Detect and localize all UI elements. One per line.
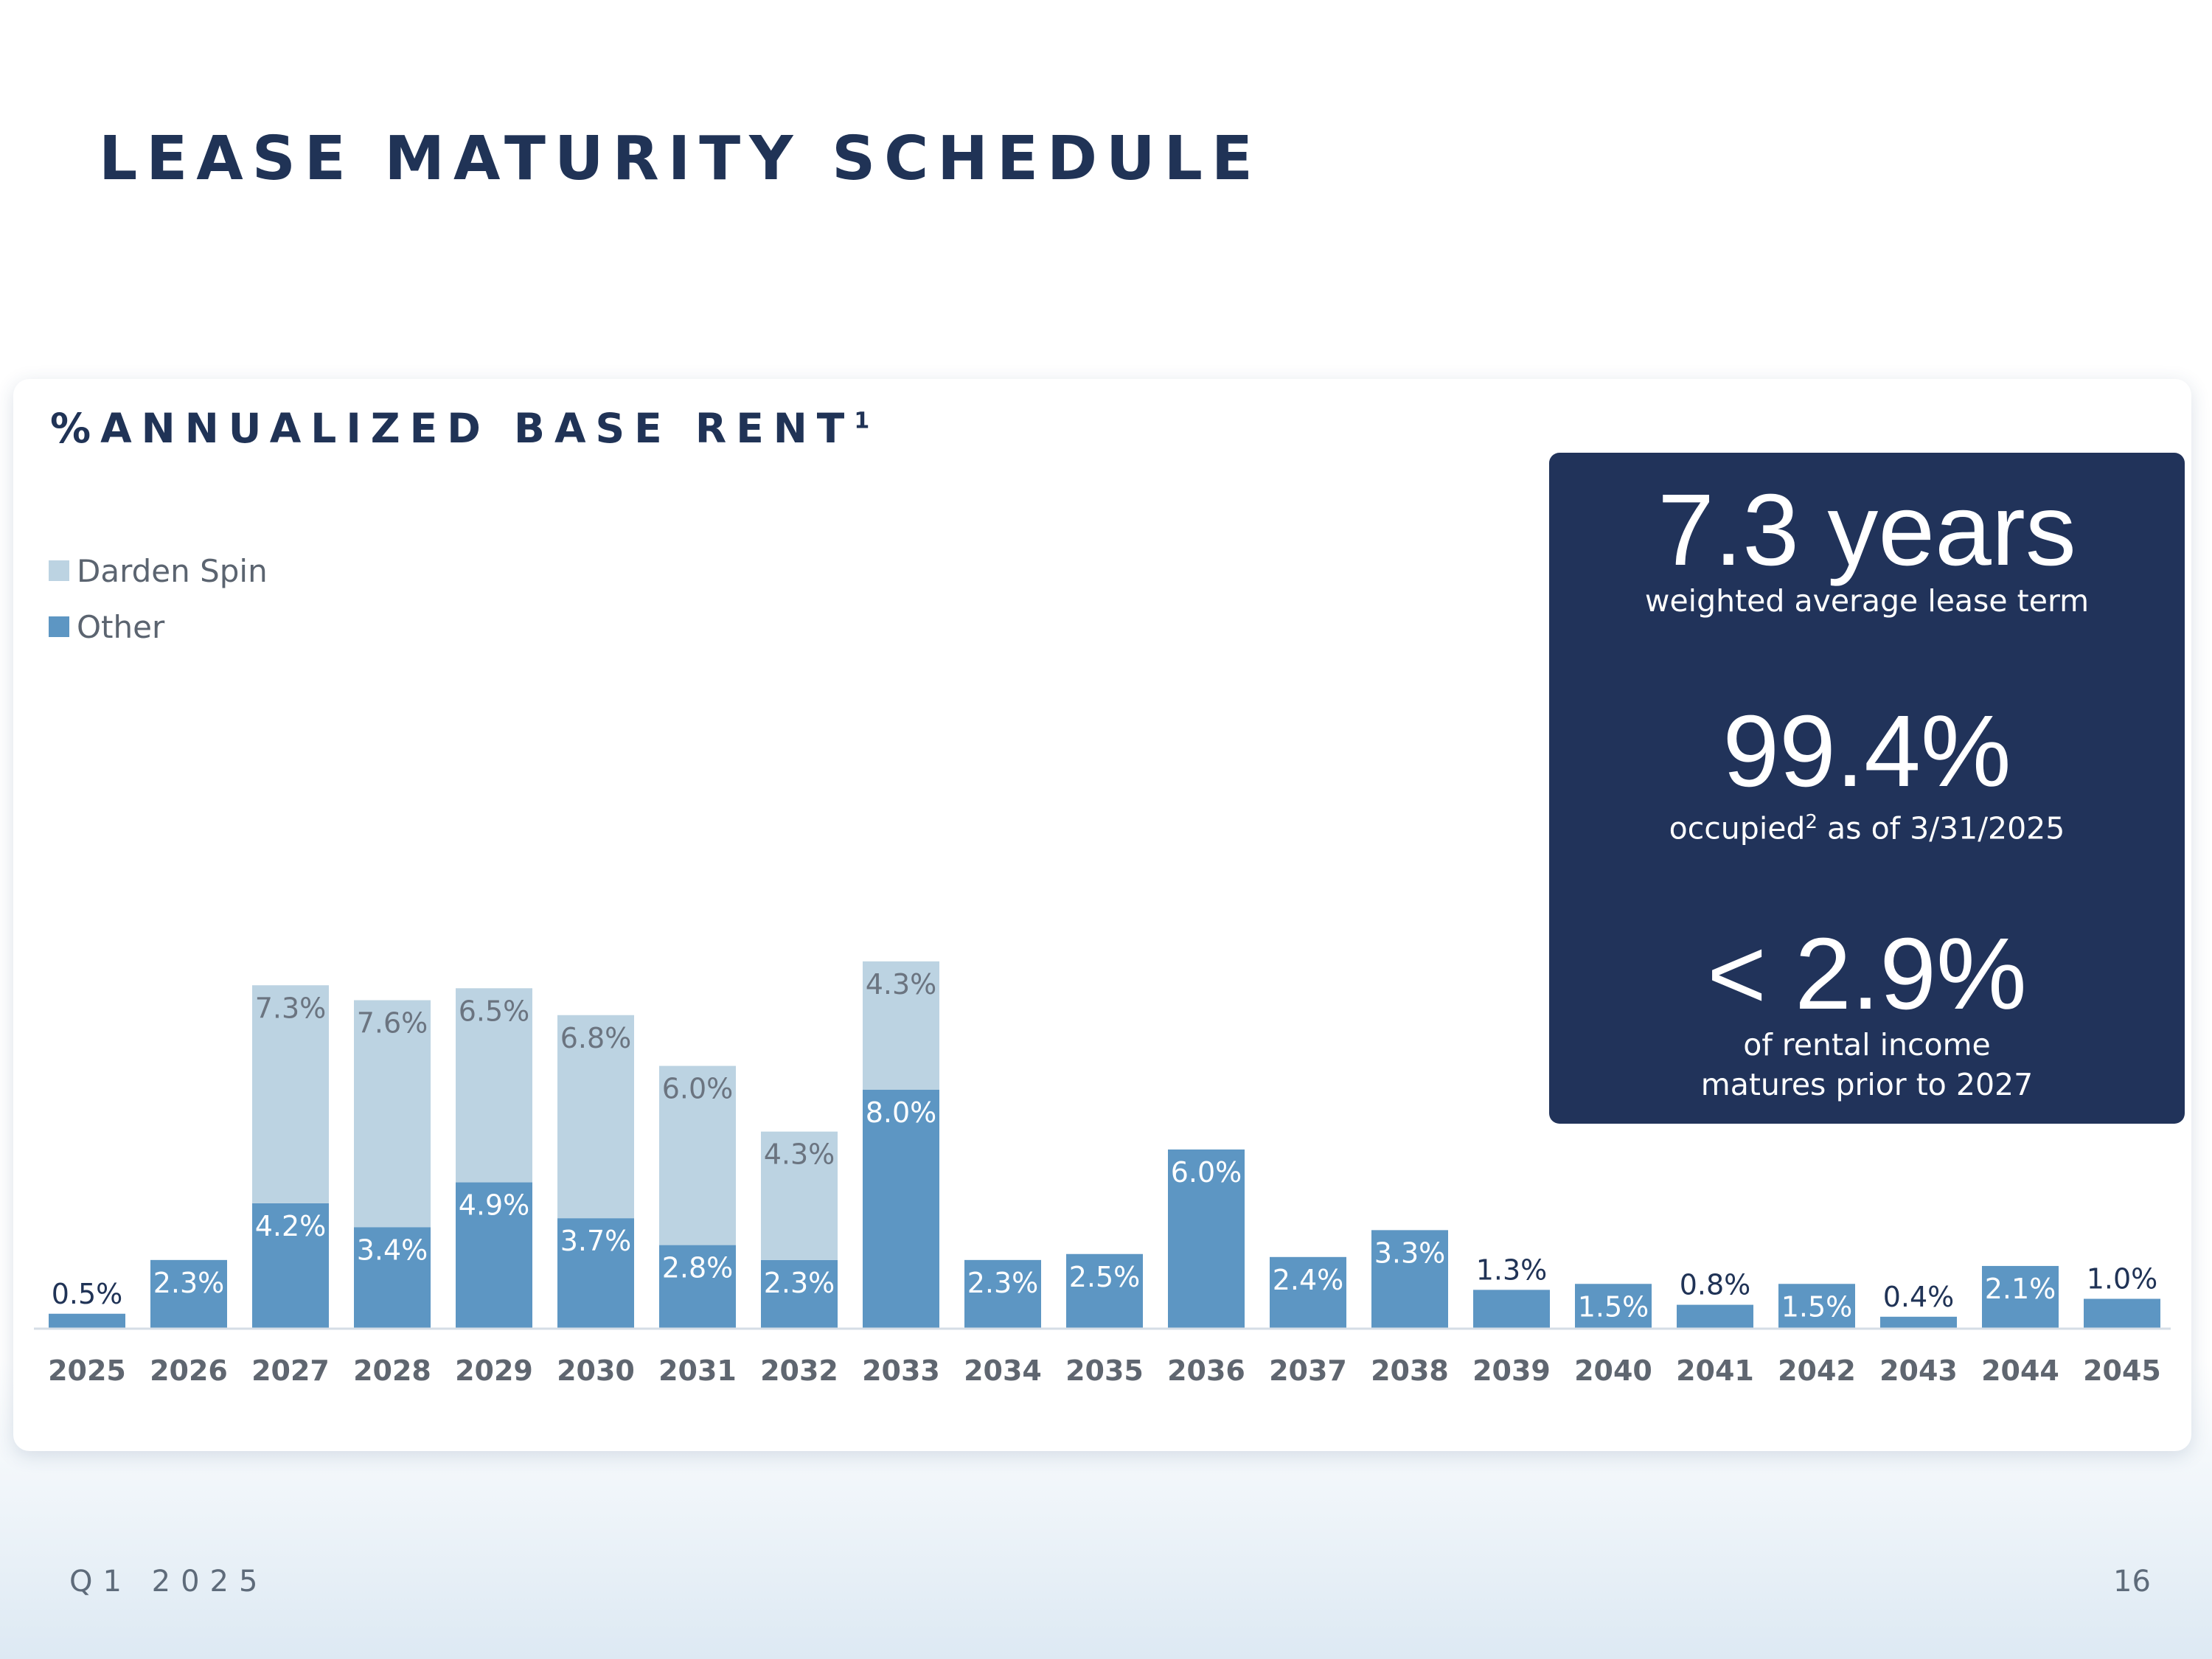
legend-swatch-other — [49, 616, 69, 637]
bar-other-2044 — [1982, 1265, 2059, 1329]
bar-other-2028 — [354, 1227, 431, 1329]
x-tick-label-2045: 2045 — [2083, 1354, 2161, 1387]
data-label-other-2031: 2.8% — [662, 1252, 734, 1284]
x-tick-label-2038: 2038 — [1371, 1354, 1449, 1387]
bar-other-2026 — [150, 1259, 227, 1329]
occupancy-label: occupied2 as of 3/31/2025 — [1669, 810, 2065, 846]
bar-other-2043 — [1880, 1316, 1957, 1329]
footnote-marker: 2 — [1805, 811, 1818, 833]
x-tick-label-2027: 2027 — [251, 1354, 330, 1387]
x-tick-label-2025: 2025 — [48, 1354, 126, 1387]
key-stats-panel: 7.3 years weighted average lease term 99… — [1549, 453, 2185, 1124]
x-tick-label-2044: 2044 — [1981, 1354, 2059, 1387]
data-label-other-2040: 1.5% — [1578, 1290, 1649, 1323]
bar-darden-spin-2030 — [557, 1015, 634, 1219]
x-tick-label-2030: 2030 — [557, 1354, 635, 1387]
data-label-other-2043: 0.4% — [1883, 1281, 1955, 1313]
data-label-other-2030: 3.7% — [560, 1225, 632, 1257]
x-tick-label-2032: 2032 — [760, 1354, 838, 1387]
legend-item-darden-spin: Darden Spin — [49, 543, 268, 599]
x-tick-label-2033: 2033 — [862, 1354, 940, 1387]
bar-other-2036 — [1168, 1150, 1245, 1329]
maturity-label-line2: matures prior to 2027 — [1700, 1067, 2034, 1102]
x-tick-label-2037: 2037 — [1269, 1354, 1347, 1387]
data-label-other-2028: 3.4% — [357, 1234, 428, 1266]
bar-other-2031 — [659, 1245, 736, 1329]
data-label-other-2044: 2.1% — [1985, 1273, 2056, 1305]
x-tick-label-2036: 2036 — [1167, 1354, 1245, 1387]
legend-label-darden-spin: Darden Spin — [77, 552, 268, 589]
bar-other-2027 — [252, 1203, 329, 1329]
data-label-other-2039: 1.3% — [1476, 1253, 1548, 1286]
bar-other-2038 — [1371, 1230, 1448, 1329]
page-title: LEASE MATURITY SCHEDULE — [99, 124, 1262, 194]
bar-darden-spin-2031 — [659, 1065, 736, 1245]
data-label-darden-spin-2032: 4.3% — [764, 1138, 835, 1171]
bar-other-2039 — [1473, 1290, 1550, 1329]
bar-darden-spin-2027 — [252, 985, 329, 1203]
chart-card-title: %ANNUALIZED BASE RENT1 — [50, 405, 870, 452]
x-tick-label-2034: 2034 — [964, 1354, 1042, 1387]
data-label-other-2038: 3.3% — [1374, 1237, 1446, 1269]
data-label-other-2026: 2.3% — [153, 1267, 225, 1299]
data-label-other-2029: 4.9% — [459, 1189, 530, 1222]
bar-darden-spin-2029 — [456, 988, 532, 1183]
bar-darden-spin-2033 — [863, 961, 939, 1090]
data-label-other-2033: 8.0% — [866, 1096, 937, 1129]
maturity-label-line1: of rental income — [1743, 1027, 1991, 1062]
data-label-other-2041: 0.8% — [1680, 1269, 1751, 1301]
legend-swatch-darden-spin — [49, 560, 69, 581]
data-label-darden-spin-2029: 6.5% — [459, 995, 530, 1027]
wale-value: 7.3 years — [1658, 473, 2076, 587]
x-tick-label-2031: 2031 — [658, 1354, 737, 1387]
occupancy-value: 99.4% — [1722, 695, 2011, 808]
data-label-other-2025: 0.5% — [52, 1278, 123, 1310]
x-tick-label-2035: 2035 — [1065, 1354, 1144, 1387]
data-label-other-2035: 2.5% — [1069, 1261, 1141, 1293]
bar-darden-spin-2028 — [354, 1000, 431, 1228]
data-label-other-2034: 2.3% — [967, 1267, 1039, 1299]
bar-other-2034 — [964, 1259, 1041, 1329]
chart-legend: Darden Spin Other — [49, 543, 268, 655]
data-label-other-2036: 6.0% — [1171, 1156, 1242, 1189]
x-tick-label-2042: 2042 — [1778, 1354, 1856, 1387]
legend-label-other: Other — [77, 608, 165, 645]
bar-darden-spin-2032 — [761, 1131, 838, 1260]
bar-other-2030 — [557, 1218, 634, 1329]
bar-other-2025 — [49, 1313, 125, 1329]
bar-other-2029 — [456, 1182, 532, 1329]
bar-other-2032 — [761, 1259, 838, 1329]
data-label-darden-spin-2027: 7.3% — [255, 992, 327, 1024]
footer-period: Q1 2025 — [69, 1565, 268, 1599]
bar-other-2041 — [1677, 1304, 1753, 1329]
data-label-darden-spin-2033: 4.3% — [866, 968, 937, 1001]
data-label-other-2032: 2.3% — [764, 1267, 835, 1299]
data-label-darden-spin-2028: 7.6% — [357, 1007, 428, 1040]
data-label-darden-spin-2031: 6.0% — [662, 1073, 734, 1105]
data-label-other-2045: 1.0% — [2087, 1263, 2158, 1295]
wale-label: weighted average lease term — [1644, 583, 2090, 619]
data-label-other-2042: 1.5% — [1781, 1290, 1853, 1323]
footnote-marker: 1 — [854, 408, 870, 434]
bar-other-2042 — [1778, 1284, 1855, 1329]
bar-other-2037 — [1270, 1256, 1346, 1329]
bar-other-2040 — [1575, 1284, 1652, 1329]
x-tick-label-2029: 2029 — [455, 1354, 533, 1387]
x-tick-label-2028: 2028 — [353, 1354, 431, 1387]
data-label-other-2037: 2.4% — [1273, 1264, 1344, 1296]
bar-other-2033 — [863, 1090, 939, 1329]
data-label-other-2027: 4.2% — [255, 1210, 327, 1242]
data-label-darden-spin-2030: 6.8% — [560, 1022, 632, 1054]
page-number: 16 — [2113, 1565, 2151, 1599]
maturity-value: < 2.9% — [1707, 917, 2027, 1031]
bar-other-2035 — [1066, 1253, 1143, 1329]
x-tick-label-2041: 2041 — [1676, 1354, 1754, 1387]
x-tick-label-2043: 2043 — [1879, 1354, 1958, 1387]
x-tick-label-2039: 2039 — [1472, 1354, 1551, 1387]
x-tick-label-2040: 2040 — [1574, 1354, 1652, 1387]
bar-other-2045 — [2084, 1298, 2160, 1329]
x-tick-label-2026: 2026 — [150, 1354, 228, 1387]
legend-item-other: Other — [49, 599, 268, 655]
